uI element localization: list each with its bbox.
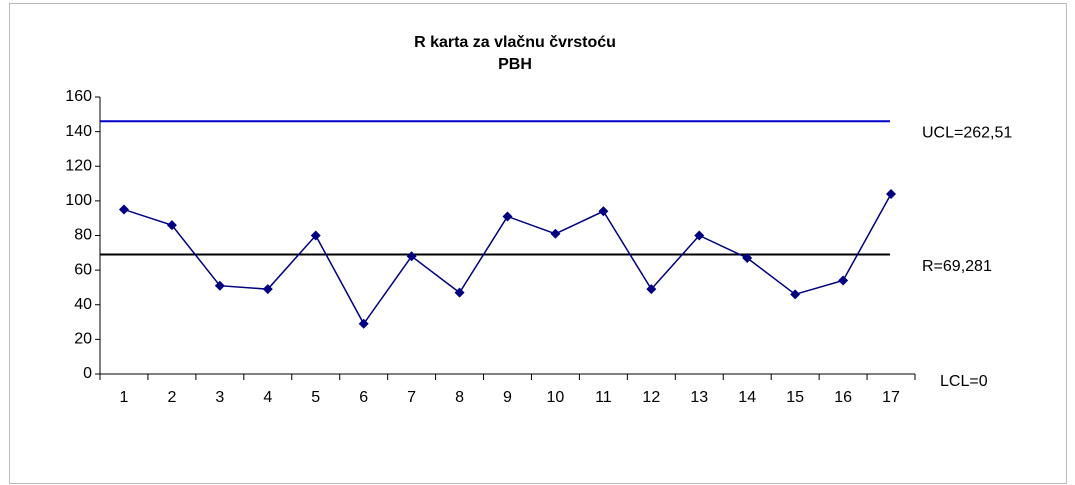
x-tick-label: 15 — [786, 389, 804, 406]
y-tick-label: 20 — [74, 331, 92, 348]
x-tick-label: 3 — [215, 389, 224, 406]
x-tick-label: 11 — [595, 389, 612, 406]
y-tick-label: 100 — [65, 192, 92, 209]
x-tick-label: 2 — [167, 389, 176, 406]
data-point — [886, 188, 897, 199]
data-point — [310, 230, 321, 241]
data-point — [694, 230, 705, 241]
data-point — [358, 318, 369, 329]
data-point — [406, 251, 417, 262]
x-tick-label: 5 — [311, 389, 320, 406]
y-tick-label: 160 — [65, 88, 92, 105]
x-tick-label: 4 — [263, 389, 272, 406]
reference-label: UCL=262,51 — [922, 124, 1012, 141]
data-point — [646, 284, 657, 295]
chart-frame — [9, 3, 1067, 484]
x-tick-label: 1 — [120, 389, 129, 406]
chart-subtitle: PBH — [498, 56, 532, 73]
data-point — [742, 253, 753, 264]
y-tick-label: 120 — [65, 157, 92, 174]
data-point — [118, 204, 129, 215]
x-tick-label: 10 — [547, 389, 565, 406]
x-tick-label: 9 — [503, 389, 512, 406]
reference-label: R=69,281 — [922, 258, 992, 275]
x-tick-label: 13 — [690, 389, 708, 406]
y-tick-label: 0 — [83, 365, 92, 382]
reference-label: LCL=0 — [940, 373, 988, 390]
x-tick-label: 16 — [834, 389, 852, 406]
y-tick-label: 80 — [74, 227, 92, 244]
x-tick-label: 7 — [407, 389, 416, 406]
x-tick-label: 17 — [882, 389, 900, 406]
data-point — [166, 220, 177, 231]
x-tick-label: 12 — [642, 389, 660, 406]
data-point — [790, 289, 801, 300]
data-point — [502, 211, 513, 222]
y-tick-label: 40 — [74, 296, 92, 313]
data-point — [550, 228, 561, 239]
data-point — [262, 284, 273, 295]
chart-title: R karta za vlačnu čvrstoću — [414, 34, 616, 51]
x-tick-label: 14 — [738, 389, 756, 406]
data-point — [454, 287, 465, 298]
data-point — [214, 280, 225, 291]
data-point — [838, 275, 849, 286]
x-tick-label: 8 — [455, 389, 464, 406]
data-point — [598, 206, 609, 217]
y-tick-label: 60 — [74, 261, 92, 278]
x-tick-label: 6 — [359, 389, 368, 406]
y-tick-label: 140 — [65, 123, 92, 140]
